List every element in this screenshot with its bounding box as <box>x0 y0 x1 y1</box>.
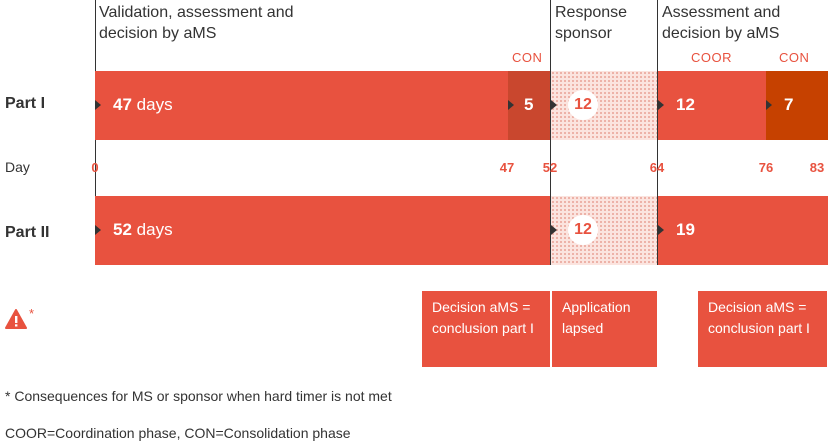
footnote-consequences: * Consequences for MS or sponsor when ha… <box>5 388 392 404</box>
callout-application-lapsed: Application lapsed <box>552 291 657 367</box>
con-label-1: CON <box>512 50 543 65</box>
part2-seg1-unit: days <box>136 220 173 239</box>
part1-segment-validation: 47 days <box>95 71 508 140</box>
part1-start-arrow <box>95 100 101 110</box>
phase-title-assessment: Assessment and decision by aMS <box>662 4 781 42</box>
part2-assessment-arrow <box>658 225 664 235</box>
part1-seg1-num: 47 <box>113 95 132 114</box>
phase-title-validation: Validation, assessment and decision by a… <box>99 4 294 42</box>
part1-seg1-text: 47 days <box>113 95 173 115</box>
part2-seg4-value: 19 <box>676 220 695 239</box>
part1-segment-response: 12 <box>551 71 657 140</box>
part2-start-arrow <box>95 225 101 235</box>
part1-seg1-unit: days <box>136 95 173 114</box>
warning-icon <box>5 308 27 330</box>
part1-seg3-value: 12 <box>568 90 598 120</box>
part1-segment-con2: 7 <box>766 71 828 140</box>
part2-segment-validation: 52 days <box>95 196 550 265</box>
tick-day-47: 47 <box>499 160 515 175</box>
phase-title-response: Response sponsor <box>555 4 628 42</box>
part2-seg3-value: 12 <box>568 215 598 245</box>
tick-day-83: 83 <box>809 160 825 175</box>
part2-seg1-num: 52 <box>113 220 132 239</box>
tick-day-52: 52 <box>542 160 558 175</box>
warning-asterisk: * <box>29 306 35 321</box>
tick-day-64: 64 <box>649 160 665 175</box>
tick-day-76: 76 <box>758 160 774 175</box>
callout-decision-part1-a: Decision aMS = conclusion part I <box>422 291 550 367</box>
part1-segment-con1: 5 <box>508 71 550 140</box>
part1-coor-arrow <box>658 100 664 110</box>
part1-seg4-value: 12 <box>676 95 695 114</box>
part1-segment-coor: 12 <box>658 71 766 140</box>
coor-label: COOR <box>691 50 732 65</box>
part1-response-arrow <box>551 100 557 110</box>
part1-con2-arrow <box>766 100 772 110</box>
footnote-abbreviations: COOR=Coordination phase, CON=Consolidati… <box>5 425 351 441</box>
part2-response-arrow <box>551 225 557 235</box>
row-label-part1: Part I <box>5 95 46 112</box>
part1-con1-arrow <box>508 100 514 110</box>
part2-segment-response: 12 <box>551 196 657 265</box>
part1-seg2-value: 5 <box>524 95 534 114</box>
part2-seg1-text: 52 days <box>113 220 173 240</box>
row-label-part2: Part II <box>5 224 50 241</box>
callout-decision-part1-b: Decision aMS = conclusion part I <box>698 291 827 367</box>
con-label-2: CON <box>779 50 810 65</box>
day-axis-label: Day <box>5 159 30 175</box>
part1-seg5-value: 7 <box>784 95 794 114</box>
tick-day-0: 0 <box>91 160 99 175</box>
part2-segment-assessment: 19 <box>658 196 828 265</box>
divider-day52 <box>550 0 551 265</box>
divider-day64 <box>657 0 658 265</box>
